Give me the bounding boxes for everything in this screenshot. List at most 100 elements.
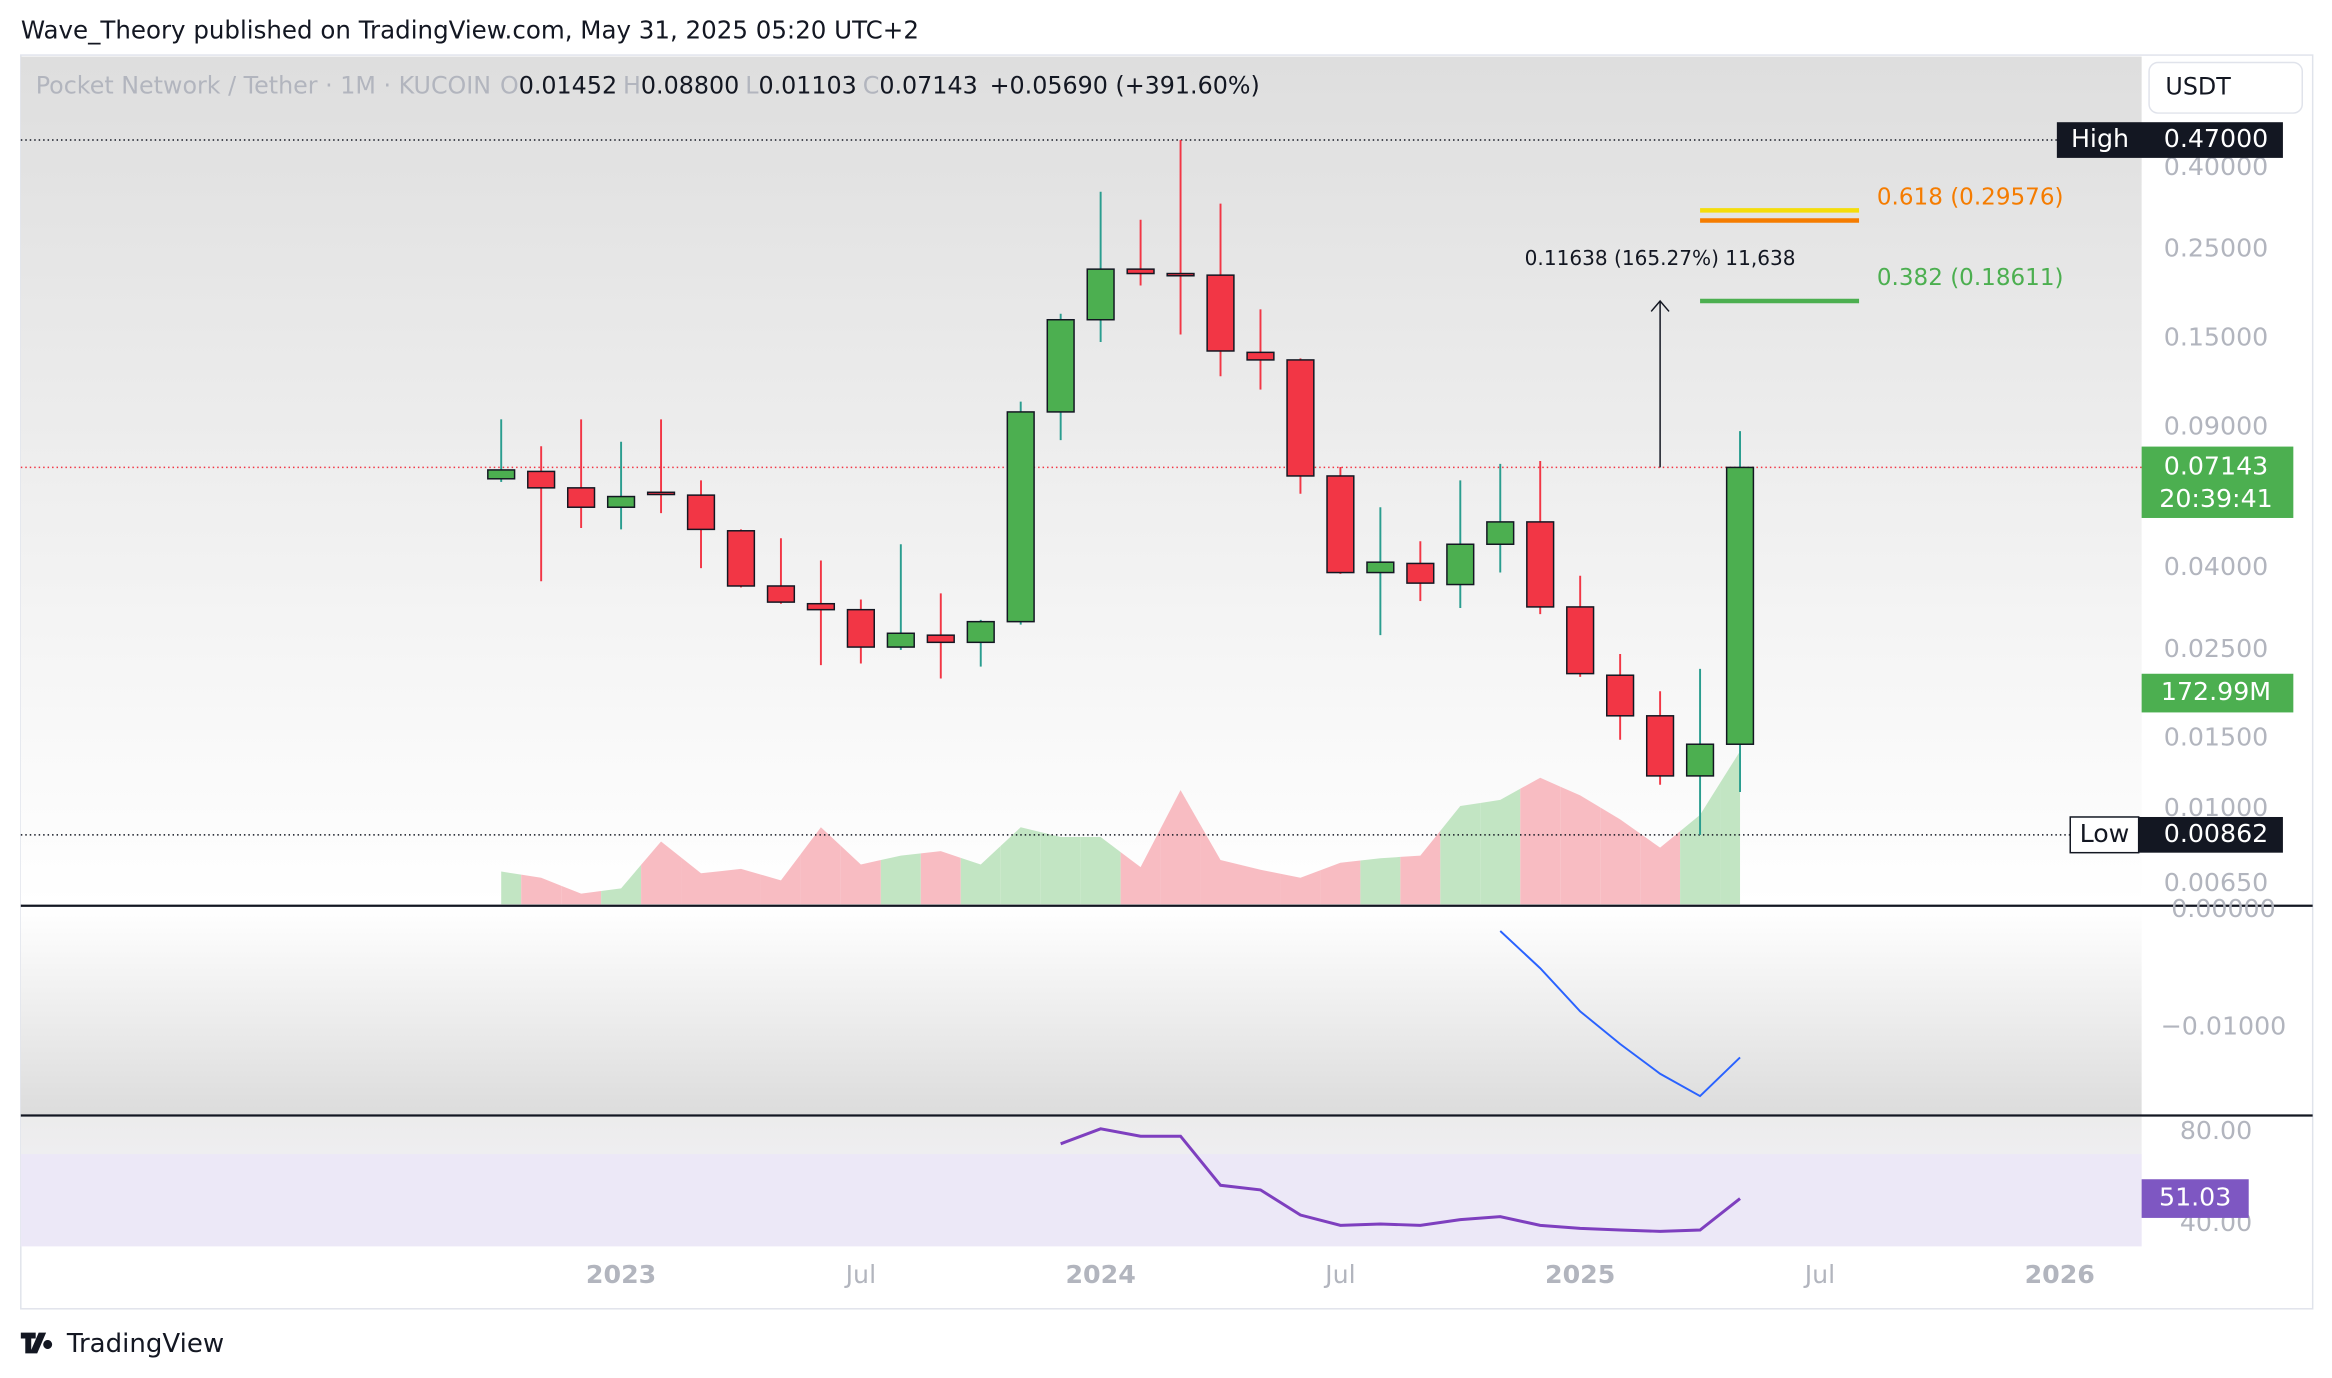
volume-area bbox=[1280, 870, 1321, 905]
rsi-tag bbox=[2141, 1179, 2249, 1218]
x-tick-label: 2024 bbox=[1065, 1260, 1135, 1289]
currency-label[interactable]: USDT bbox=[2165, 72, 2231, 100]
volume-area bbox=[720, 868, 761, 905]
candle-body bbox=[686, 494, 716, 531]
volume-area bbox=[521, 874, 562, 905]
volume-area bbox=[1720, 751, 1741, 905]
volume-area bbox=[800, 827, 841, 905]
candle-body bbox=[1366, 561, 1395, 574]
candle-body bbox=[886, 632, 915, 648]
candle-body bbox=[1246, 351, 1275, 361]
legend-value: 0.08800 bbox=[641, 71, 739, 99]
y-tick-label: 0.15000 bbox=[2164, 322, 2268, 351]
last-price-value: 0.07143 bbox=[2164, 451, 2268, 480]
candle-body bbox=[487, 469, 516, 480]
high-tag-text: High bbox=[2071, 124, 2129, 153]
candle-body bbox=[1406, 562, 1435, 584]
x-tick-label: 2026 bbox=[2025, 1260, 2095, 1289]
candle-body bbox=[1166, 272, 1195, 277]
volume-tag bbox=[2141, 673, 2294, 713]
volume-area bbox=[681, 857, 721, 905]
y-tick-label: −0.01000 bbox=[2161, 1012, 2287, 1041]
legend-key: O bbox=[500, 71, 519, 99]
candle-body bbox=[1685, 743, 1715, 777]
high-tag bbox=[2056, 122, 2283, 158]
candle-body bbox=[1566, 606, 1595, 675]
volume-area bbox=[601, 864, 642, 905]
low-tag-text: Low bbox=[2080, 819, 2130, 848]
candle-body bbox=[1725, 466, 1755, 745]
low-tag bbox=[2138, 816, 2283, 853]
candle-body bbox=[1645, 715, 1675, 777]
y-tick-label: 0.02500 bbox=[2164, 634, 2268, 663]
volume-area bbox=[1200, 825, 1241, 905]
volume-area bbox=[1560, 786, 1601, 905]
volume-area bbox=[1080, 837, 1121, 905]
candle-body bbox=[1286, 359, 1315, 477]
candle-body bbox=[1086, 268, 1115, 321]
y-tick-label: 0.25000 bbox=[2164, 234, 2268, 263]
x-tick-label: Jul bbox=[1803, 1260, 1835, 1289]
volume-area bbox=[960, 845, 1001, 905]
byline: Wave_Theory published on TradingView.com… bbox=[21, 15, 919, 44]
high-tag-value: 0.47000 bbox=[2164, 124, 2268, 153]
candle-body bbox=[966, 620, 995, 644]
volume-area bbox=[760, 853, 801, 905]
countdown: 20:39:41 bbox=[2159, 484, 2272, 513]
rsi-tag-value: 51.03 bbox=[2159, 1183, 2231, 1212]
volume-area bbox=[1520, 777, 1561, 905]
candle-body bbox=[1126, 268, 1155, 275]
volume-area bbox=[840, 845, 881, 905]
candle-body bbox=[606, 495, 636, 508]
low-tag-value: 0.00862 bbox=[2164, 819, 2268, 848]
low-tag-key bbox=[2069, 816, 2140, 854]
oscillator-pane bbox=[20, 907, 2142, 1116]
candle-body bbox=[1006, 411, 1035, 623]
measure-label: 0.11638 (165.27%) 11,638 bbox=[1525, 246, 1796, 270]
volume-area bbox=[1160, 790, 1201, 905]
volume-area bbox=[1240, 864, 1281, 905]
legend: Pocket Network / Tether · 1M · KUCOIN O0.… bbox=[36, 71, 1260, 99]
oscillator-line bbox=[1499, 930, 1741, 1098]
candle-body bbox=[1326, 475, 1355, 574]
volume-area bbox=[1040, 832, 1081, 905]
y-tick-label: 80.00 bbox=[2180, 1116, 2252, 1145]
change: +0.05690 (+391.60%) bbox=[990, 71, 1260, 99]
symbol: Pocket Network / Tether · 1M · KUCOIN bbox=[36, 71, 491, 99]
candle-body bbox=[846, 608, 875, 648]
volume-area bbox=[1400, 830, 1441, 905]
y-tick-label: 0.04000 bbox=[2164, 552, 2268, 581]
fib-label: 0.382 (0.18611) bbox=[1877, 265, 2064, 291]
rsi-line bbox=[1060, 1127, 1741, 1233]
y-tick-label: 0.09000 bbox=[2164, 411, 2268, 440]
x-tick-label: 2023 bbox=[586, 1260, 656, 1289]
candle-body bbox=[1446, 543, 1475, 586]
legend-value: 0.01452 bbox=[519, 71, 617, 99]
brand: TradingView bbox=[66, 1329, 224, 1359]
candle-body bbox=[926, 634, 955, 644]
rsi-band bbox=[20, 1154, 2142, 1247]
volume-area bbox=[1680, 783, 1721, 905]
candle-body bbox=[527, 470, 556, 489]
legend-key: C bbox=[863, 71, 880, 99]
volume-area bbox=[561, 885, 602, 905]
y-tick-label: 0.00000 bbox=[2171, 894, 2275, 923]
candle-body bbox=[726, 530, 756, 587]
legend-key: H bbox=[623, 71, 641, 99]
volume-tag-value: 172.99M bbox=[2161, 677, 2271, 706]
candle-body bbox=[1486, 521, 1515, 545]
candle-body bbox=[766, 585, 796, 603]
volume-area bbox=[1000, 827, 1041, 905]
price-pane bbox=[20, 56, 2142, 905]
volume-area bbox=[501, 871, 522, 905]
legend-key: L bbox=[745, 71, 759, 99]
candle-body bbox=[646, 491, 676, 496]
currency-button[interactable] bbox=[2148, 61, 2303, 114]
volume-area bbox=[1360, 856, 1401, 905]
candle-body bbox=[566, 487, 596, 508]
volume-area bbox=[920, 851, 961, 905]
last-price-tag bbox=[2141, 446, 2294, 518]
volume-area bbox=[1120, 828, 1161, 905]
volume-area bbox=[1640, 831, 1681, 905]
